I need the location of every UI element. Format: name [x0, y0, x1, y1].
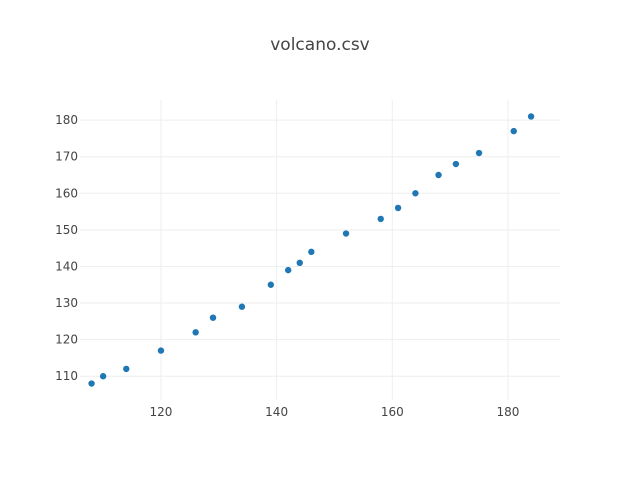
y-tick-label: 140	[55, 259, 78, 273]
scatter-point	[510, 127, 517, 135]
y-gridlines	[80, 119, 560, 377]
scatter-point	[412, 190, 419, 197]
y-tick-label: 160	[55, 186, 78, 200]
scatter-point	[267, 281, 275, 288]
scatter-point	[238, 303, 246, 310]
x-tick-label: 160	[381, 405, 404, 419]
scatter-point	[527, 113, 535, 120]
scatter-point	[123, 365, 130, 373]
x-axis-ticks: 120 140 160 180	[150, 405, 520, 419]
x-tick-label: 180	[496, 405, 519, 419]
x-tick-label: 120	[150, 405, 173, 419]
x-tick-label: 140	[265, 405, 288, 419]
y-tick-label: 110	[55, 369, 78, 383]
chart-title: volcano.csv	[270, 35, 370, 55]
scatter-point	[377, 215, 384, 223]
y-tick-label: 180	[55, 113, 78, 127]
data-points	[88, 113, 535, 387]
scatter-point	[157, 347, 165, 354]
scatter-point	[342, 230, 350, 237]
scatter-point	[99, 373, 107, 380]
scatter-point	[308, 248, 315, 256]
scatter-point	[475, 149, 483, 157]
scatter-point	[284, 266, 292, 274]
scatter-point	[296, 259, 303, 267]
y-tick-label: 130	[55, 296, 78, 310]
scatter-point	[88, 380, 95, 387]
y-axis-ticks: 110 120 130 140 150 160 170 180	[55, 113, 78, 383]
y-tick-label: 170	[55, 150, 78, 164]
scatter-point	[209, 314, 217, 321]
y-tick-label: 120	[55, 333, 78, 347]
scatter-point	[192, 329, 199, 336]
scatter-point	[452, 160, 460, 168]
scatter-point	[435, 171, 442, 179]
scatter-point	[394, 204, 402, 212]
y-tick-label: 150	[55, 223, 78, 237]
